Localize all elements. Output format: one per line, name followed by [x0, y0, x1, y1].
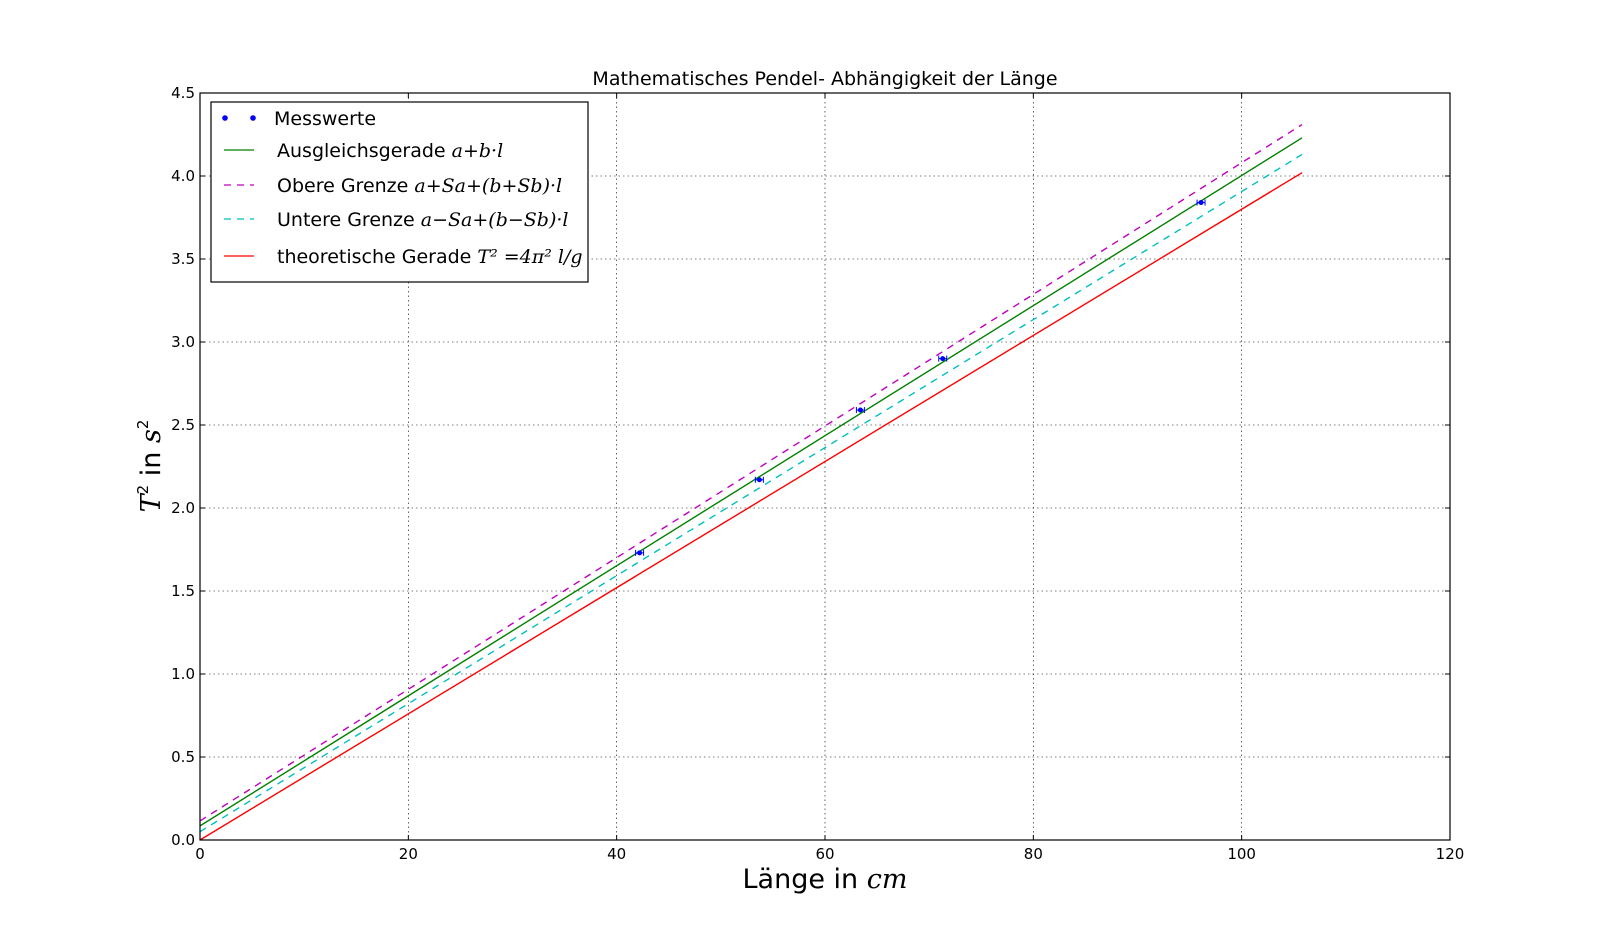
- legend-entry-messwerte: Messwerte: [222, 108, 376, 130]
- x-tick-label: 80: [1024, 845, 1043, 863]
- legend-marker-dot: [222, 115, 228, 121]
- y-tick-label: 2.5: [171, 416, 195, 434]
- legend-label-obere-grenze: Obere Grenze a+Sa+(b+Sb)·l: [277, 175, 562, 197]
- x-tick-label: 100: [1227, 845, 1256, 863]
- series-line: [199, 123, 1303, 822]
- legend-entry-ausgleichsgerade: Ausgleichsgerade a+b·l: [224, 140, 503, 162]
- legend-label-theoretische-gerade: theoretische Gerade T² =4π² l/g: [277, 246, 583, 268]
- y-tick-label: 1.0: [171, 665, 195, 683]
- x-tick-label: 120: [1436, 845, 1465, 863]
- legend-entry-theoretische-gerade: theoretische Gerade T² =4π² l/g: [224, 246, 583, 268]
- chart-title: Mathematisches Pendel- Abhängigkeit der …: [592, 68, 1057, 90]
- x-axis-label: Länge in cm: [743, 864, 908, 895]
- x-tick-label: 40: [607, 845, 626, 863]
- points-layer: [635, 199, 1206, 556]
- legend-marker-dot: [250, 115, 256, 121]
- legend-label-messwerte: Messwerte: [274, 108, 376, 130]
- y-tick-label: 1.5: [171, 582, 195, 600]
- data-point: [857, 407, 863, 413]
- y-tick-label: 4.0: [171, 167, 195, 185]
- ticks: 0 20 40 60 80 100 120 0.0 0.5 1.0 1.5 2.0 2.5 3.0 3.5 4…: [171, 84, 1464, 863]
- data-point: [637, 550, 643, 556]
- legend: Messwerte Ausgleichsgerade a+b·l Obere G…: [210, 101, 589, 283]
- legend-entry-untere-grenze: Untere Grenze a−Sa+(b−Sb)·l: [224, 209, 569, 231]
- legend-box: [210, 101, 589, 283]
- x-tick-label: 0: [195, 845, 205, 863]
- series-line: [199, 137, 1303, 827]
- data-point: [940, 356, 946, 362]
- y-axis-label: T2 in s2: [134, 420, 167, 513]
- y-tick-label: 0.0: [171, 831, 195, 849]
- x-tick-label: 60: [815, 845, 834, 863]
- data-point: [756, 477, 762, 483]
- legend-label-untere-grenze: Untere Grenze a−Sa+(b−Sb)·l: [277, 209, 569, 231]
- y-tick-label: 2.0: [171, 499, 195, 517]
- legend-label-ausgleichsgerade: Ausgleichsgerade a+b·l: [277, 140, 503, 162]
- y-tick-label: 4.5: [171, 84, 195, 102]
- series-line: [199, 172, 1303, 841]
- y-tick-label: 3.0: [171, 333, 195, 351]
- y-tick-label: 3.5: [171, 250, 195, 268]
- data-point: [1198, 200, 1204, 206]
- y-tick-label: 0.5: [171, 748, 195, 766]
- series-layer: [199, 123, 1303, 841]
- x-tick-label: 20: [399, 845, 418, 863]
- legend-entry-obere-grenze: Obere Grenze a+Sa+(b+Sb)·l: [224, 175, 562, 197]
